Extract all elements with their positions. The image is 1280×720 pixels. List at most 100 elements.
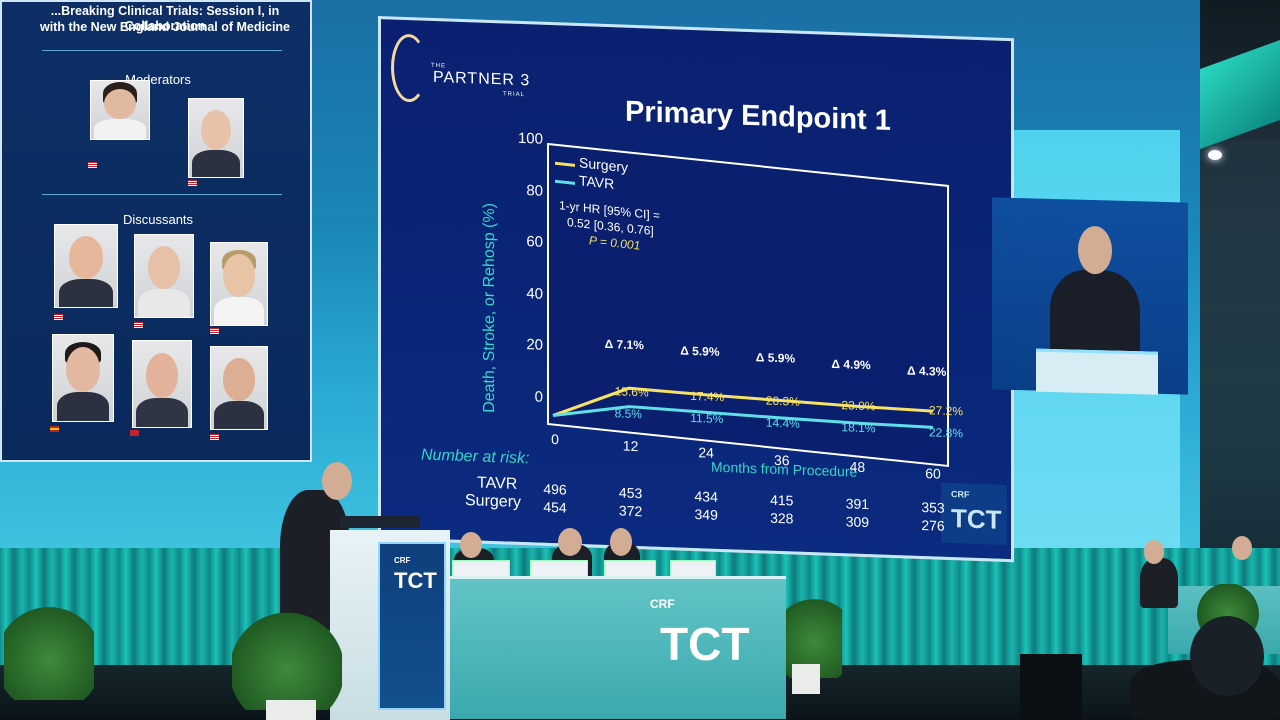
spain-flag-icon xyxy=(50,426,59,432)
y-axis-label: Death, Stroke, or Rehosp (%) xyxy=(481,202,498,414)
panelist-head xyxy=(1144,540,1164,564)
tct-desk-logo: TCT xyxy=(660,618,750,670)
number-at-risk-heading: Number at risk: xyxy=(421,446,530,468)
podium-panel: CRF TCT xyxy=(378,542,446,710)
y-tick-label: 80 xyxy=(526,181,543,200)
podium-monitor xyxy=(340,516,420,528)
tct-podium-logo: TCT xyxy=(394,568,437,593)
y-tick-label: 0 xyxy=(534,388,543,406)
plant xyxy=(232,610,342,710)
main-presentation-slide: THE PARTNER 3 TRIAL Primary Endpoint 1 D… xyxy=(378,16,1014,563)
tavr-rate-label: 8.5% xyxy=(614,406,642,422)
risk-value-surgery: 276 xyxy=(921,516,945,534)
risk-value-tavr: 415 xyxy=(770,491,794,509)
discussants-heading: Discussants xyxy=(122,212,194,227)
x-tick-label: 60 xyxy=(925,465,941,482)
tavr-curve xyxy=(552,405,934,429)
moderators-heading: Moderators xyxy=(125,72,191,87)
risk-value-tavr: 353 xyxy=(921,498,945,516)
tavr-rate-label: 18.1% xyxy=(841,420,876,436)
panelist xyxy=(1140,558,1178,608)
x-tick-label: 48 xyxy=(849,458,866,475)
y-tick-label: 60 xyxy=(526,233,543,251)
delta-label: Δ 5.9% xyxy=(755,350,796,366)
crf-desk-logo: CRF xyxy=(650,597,675,611)
x-tick-label: 0 xyxy=(551,431,559,448)
x-tick-label: 12 xyxy=(622,437,639,455)
us-flag-icon xyxy=(210,434,219,440)
us-flag-icon xyxy=(54,314,63,320)
swiss-flag-icon xyxy=(130,430,139,436)
speaker-video-screen xyxy=(992,197,1188,395)
surgery-rate-label: 15.6% xyxy=(614,384,649,400)
x-tick-label: 24 xyxy=(698,444,714,462)
session-title-line1: ...Breaking Clinical Trials: Session I, … xyxy=(50,4,280,33)
delta-label: Δ 7.1% xyxy=(604,337,644,353)
chart-plot-area: Surgery TAVR 1-yr HR [95% CI] = 0.52 [0.… xyxy=(547,142,949,468)
risk-value-surgery: 349 xyxy=(694,506,718,523)
ceiling-light xyxy=(1208,150,1222,160)
plant xyxy=(4,600,94,700)
risk-value-tavr: 434 xyxy=(694,488,718,505)
us-flag-icon xyxy=(210,328,219,334)
risk-value-tavr: 496 xyxy=(543,480,567,498)
slide-title: Primary Endpoint 1 xyxy=(625,95,891,137)
divider xyxy=(42,50,282,51)
panelist-head xyxy=(558,528,582,556)
plant-pot xyxy=(266,700,316,720)
moderator-photo xyxy=(188,98,244,178)
panel-desk: CRF TCT xyxy=(450,576,786,719)
session-title-line2: with the New England Journal of Medicine xyxy=(39,20,291,34)
x-tick-label: 36 xyxy=(774,451,790,468)
tavr-rate-label: 14.4% xyxy=(765,415,800,431)
partner3-logo-icon xyxy=(391,33,427,103)
crf-small-logo: CRF xyxy=(951,489,970,500)
plant xyxy=(786,588,842,678)
logo-text: PARTNER 3 xyxy=(433,68,531,90)
delta-label: Δ 4.3% xyxy=(907,363,947,380)
us-flag-icon xyxy=(88,162,97,168)
risk-value-surgery: 309 xyxy=(845,513,870,531)
km-curves xyxy=(552,386,934,429)
panelist-head xyxy=(460,532,482,558)
left-session-slide: ...Breaking Clinical Trials: Session I, … xyxy=(0,0,312,462)
moderator-photo xyxy=(90,80,150,140)
y-tick-label: 20 xyxy=(526,336,543,355)
us-flag-icon xyxy=(188,180,197,186)
discussant-photo xyxy=(54,224,118,308)
delta-label: Δ 5.9% xyxy=(680,343,720,360)
us-flag-icon xyxy=(134,322,143,328)
risk-value-surgery: 328 xyxy=(770,509,794,527)
tct-logo-text: TCT xyxy=(951,503,1002,535)
discussant-photo xyxy=(210,346,268,430)
speaker-podium xyxy=(1036,348,1158,395)
discussant-photo xyxy=(134,234,194,318)
speaker-head xyxy=(1078,225,1112,275)
divider xyxy=(42,194,282,195)
risk-value-surgery: 372 xyxy=(618,502,643,520)
risk-value-tavr: 391 xyxy=(845,495,870,513)
risk-row-tavr-label: TAVR xyxy=(477,474,518,493)
y-tick-label: 40 xyxy=(526,284,543,303)
audience-head xyxy=(1190,616,1264,696)
risk-row-surgery-label: Surgery xyxy=(465,492,522,511)
audience-speaker-box xyxy=(1020,654,1082,720)
discussant-photo xyxy=(132,340,192,428)
tavr-rate-label: 22.8% xyxy=(929,425,964,441)
plant-pot xyxy=(792,664,820,694)
tavr-rate-label: 11.5% xyxy=(690,410,724,426)
logo-suffix: TRIAL xyxy=(503,91,526,99)
delta-label: Δ 4.9% xyxy=(831,357,871,373)
panelist-head xyxy=(610,528,632,556)
speaker-head xyxy=(322,462,352,500)
surgery-rate-label: 23.0% xyxy=(841,398,876,414)
risk-value-tavr: 453 xyxy=(618,484,643,502)
discussant-photo xyxy=(52,334,114,422)
panelist-head xyxy=(1232,536,1252,560)
crf-podium-logo: CRF xyxy=(394,556,411,565)
surgery-rate-label: 20.3% xyxy=(765,393,800,409)
surgery-rate-label: 27.2% xyxy=(929,403,964,419)
surgery-curve xyxy=(552,386,934,417)
y-tick-label: 100 xyxy=(517,129,543,148)
discussant-photo xyxy=(210,242,268,326)
